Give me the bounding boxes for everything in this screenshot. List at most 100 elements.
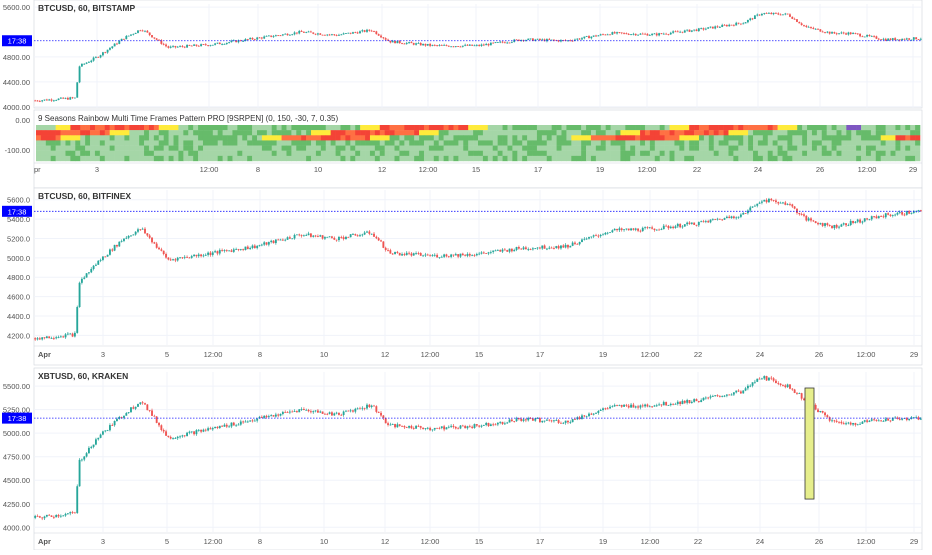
candle-body (165, 44, 167, 47)
heatmap-cell (571, 150, 577, 157)
candle-body (546, 248, 548, 250)
heatmap-cell (497, 145, 503, 151)
candle-body (648, 227, 651, 229)
candle-body (422, 427, 425, 429)
candle-body (335, 412, 338, 414)
candle-body (132, 33, 135, 35)
heatmap-cell (556, 130, 562, 136)
candle-body (861, 36, 864, 38)
candle-body (221, 44, 224, 45)
candle-body (335, 35, 338, 36)
candle-body (92, 444, 95, 447)
candle-body (190, 431, 193, 433)
current-price-tag (2, 205, 32, 217)
pane-bitfinex[interactable]: 5600.05400.05200.05000.04800.04600.04400… (2, 187, 923, 366)
heatmap-cell (345, 140, 351, 146)
heatmap-cell (281, 130, 287, 136)
heatmap-cell (188, 140, 194, 146)
candle-body (144, 403, 146, 405)
candle-body (424, 43, 427, 46)
candle-body (555, 420, 558, 421)
pane-bitstamp[interactable]: 5600.004800.004400.004000.0017:38BTCUSD,… (2, 0, 923, 112)
candle-body (492, 424, 495, 426)
heatmap-cell (694, 140, 700, 146)
candle-body (447, 45, 450, 47)
heatmap-cell (60, 155, 66, 162)
candle-body (230, 250, 233, 252)
heatmap-cell (134, 130, 140, 136)
candle-body (333, 413, 336, 416)
candle-body (253, 420, 256, 422)
candle-body (644, 33, 647, 35)
heatmap-cell (261, 135, 268, 141)
candle-body (515, 39, 518, 41)
candle-body (910, 212, 913, 214)
heatmap-cell (875, 145, 882, 151)
heatmap-cell (389, 130, 395, 136)
candle-body (609, 232, 611, 234)
candle-body (172, 438, 174, 439)
heatmap-cell (468, 130, 474, 136)
heatmap-cell (45, 140, 52, 146)
candle-body (181, 435, 184, 437)
heatmap-cell (748, 155, 754, 162)
candle-body (852, 220, 854, 223)
candle-body (162, 43, 165, 45)
candle-body (202, 44, 205, 46)
candle-body (805, 215, 808, 221)
candle-body (735, 390, 738, 393)
heatmap-cell (699, 135, 705, 141)
candle-body (356, 32, 359, 34)
candle-body (887, 418, 890, 421)
candle-body (513, 249, 516, 252)
heatmap-cell (301, 130, 307, 136)
candle-body (281, 412, 284, 414)
candle-body (92, 57, 95, 61)
heatmap-cell (124, 125, 130, 131)
heatmap-cell (743, 145, 749, 151)
pane-kraken[interactable]: 5500.005250.005000.004750.004500.004250.… (2, 367, 923, 551)
candle-body (742, 213, 745, 215)
candle-body (363, 232, 366, 235)
candle-body (352, 234, 354, 235)
pane-rainbow-indicator[interactable]: 0.00-100.009 Seasons Rainbow Multi Time … (5, 109, 923, 189)
heatmap-cell (45, 155, 52, 162)
heatmap-cell (80, 155, 86, 162)
candle-body (57, 514, 60, 517)
candle-body (45, 336, 48, 339)
candle-body (302, 409, 305, 410)
heatmap-cell (885, 155, 891, 162)
heatmap-cell (433, 150, 440, 157)
candle-body (730, 216, 733, 219)
heatmap-cell (394, 150, 400, 157)
heatmap-cell (409, 125, 415, 131)
heatmap-cell (527, 125, 533, 131)
candle-body (176, 436, 179, 439)
heatmap-cell (610, 140, 616, 146)
heatmap-cell (861, 140, 867, 146)
candle-body (438, 257, 441, 259)
heatmap-cell (856, 135, 862, 141)
candle-body (485, 253, 488, 254)
candle-body (576, 243, 579, 245)
candle-body (384, 418, 387, 424)
heatmap-cell (330, 135, 336, 141)
candle-body (749, 18, 752, 20)
heatmap-cell (374, 155, 381, 162)
heatmap-cell (915, 125, 921, 131)
candle-body (496, 250, 499, 251)
heatmap-cell (261, 130, 268, 136)
pane-title: XBTUSD, 60, KRAKEN (38, 371, 128, 381)
heatmap-cell (212, 125, 219, 131)
candle-body (557, 40, 560, 42)
heatmap-cell (50, 150, 56, 157)
candle-body (873, 35, 876, 37)
candle-body (380, 240, 382, 242)
candle-body (193, 431, 196, 435)
heatmap-cell (590, 125, 597, 131)
heatmap-cell (463, 130, 469, 136)
heatmap-cell (419, 130, 425, 136)
candle-body (267, 35, 270, 37)
heatmap-cell (649, 150, 656, 157)
candle-body (216, 426, 219, 429)
